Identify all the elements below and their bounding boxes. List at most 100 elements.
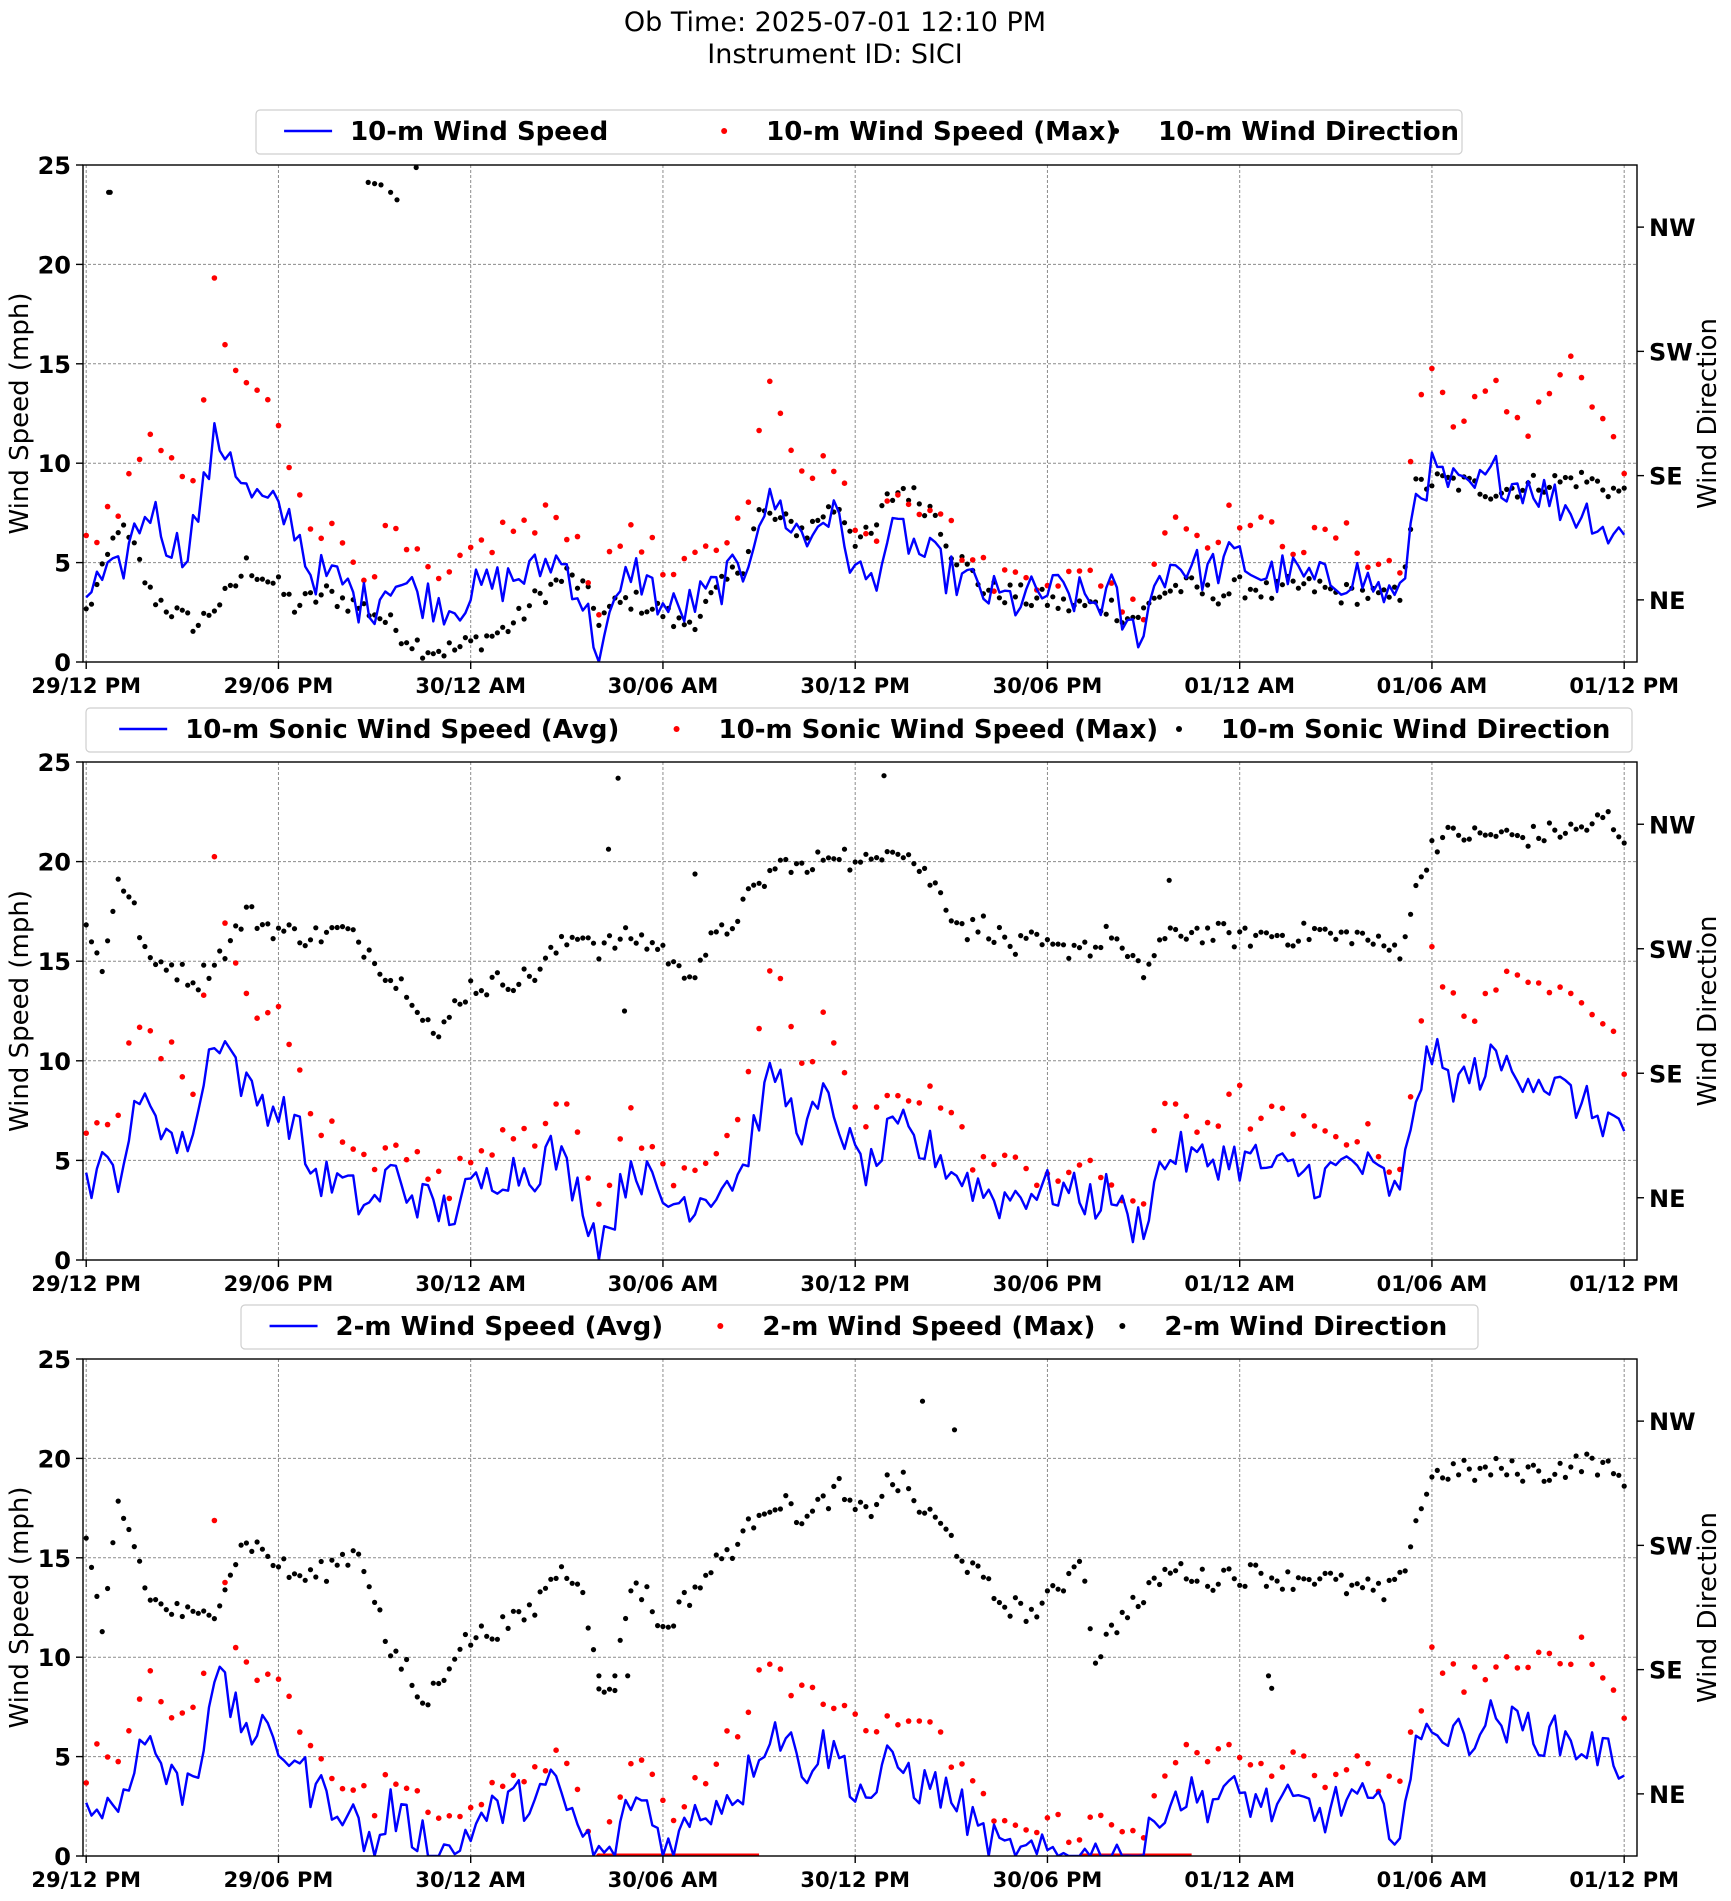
wind-speed-max-point xyxy=(959,1761,965,1767)
wind-direction-point xyxy=(1018,1600,1024,1606)
wind-direction-point xyxy=(302,591,308,597)
wind-direction-point xyxy=(1247,943,1253,949)
wind-direction-point xyxy=(948,918,954,924)
y-tick-label: 10 xyxy=(38,450,71,478)
x-tick-label: 30/06 PM xyxy=(993,1868,1103,1892)
wind-direction-point xyxy=(617,599,623,606)
wind-direction-point xyxy=(612,1687,618,1694)
wind-direction-point xyxy=(115,530,121,536)
wind-direction-point xyxy=(516,981,522,988)
wind-direction-point xyxy=(542,955,549,961)
wind-speed-max-point xyxy=(937,511,944,517)
wind-direction-point xyxy=(1349,1582,1355,1588)
wind-direction-point xyxy=(489,633,495,639)
wind-direction-point xyxy=(1536,487,1542,493)
wind-direction-point xyxy=(964,1569,970,1575)
wind-direction-point xyxy=(233,923,239,929)
wind-speed-max-point xyxy=(1375,561,1382,568)
wind-direction-point xyxy=(1322,926,1328,932)
wind-direction-point xyxy=(1050,594,1056,600)
wind-direction-point xyxy=(1189,1578,1195,1584)
y-tick-label: 25 xyxy=(38,749,71,777)
wind-speed-max-point xyxy=(756,1667,762,1673)
wind-direction-point xyxy=(676,963,682,969)
wind-speed-max-point xyxy=(1503,1654,1510,1660)
wind-direction-point xyxy=(1194,1578,1200,1584)
wind-direction-point xyxy=(329,925,335,931)
wind-speed-max-point xyxy=(767,1661,773,1667)
wind-direction-point xyxy=(372,181,378,187)
wind-direction-point xyxy=(1141,1600,1147,1606)
x-tick-label: 30/06 AM xyxy=(608,674,719,698)
wind-speed-max-point xyxy=(136,1696,143,1702)
wind-direction-point xyxy=(163,1607,169,1613)
wind-direction-point xyxy=(1413,476,1419,482)
wind-speed-max-point xyxy=(467,544,474,551)
wind-direction-point xyxy=(366,1584,372,1590)
wind-direction-point xyxy=(895,1488,901,1494)
wind-direction-point xyxy=(201,610,207,616)
wind-direction-point xyxy=(233,1562,239,1568)
x-tick-label: 30/12 PM xyxy=(800,1272,910,1296)
wind-direction-point xyxy=(107,189,113,195)
wind-direction-point xyxy=(1141,605,1147,611)
wind-direction-point xyxy=(1173,926,1179,933)
wind-direction-point xyxy=(452,998,458,1004)
wind-speed-max-point xyxy=(126,1728,132,1734)
wind-direction-point xyxy=(564,1575,570,1581)
wind-direction-point xyxy=(996,1599,1003,1606)
wind-direction-point xyxy=(1028,1606,1034,1612)
wind-direction-point xyxy=(1578,469,1585,475)
wind-direction-point xyxy=(1370,941,1376,947)
wind-direction-point xyxy=(436,1034,442,1040)
wind-direction-point xyxy=(1258,929,1264,935)
wind-direction-point xyxy=(772,866,778,872)
wind-direction-point xyxy=(751,526,757,532)
wind-direction-point xyxy=(628,1588,634,1594)
wind-direction-point xyxy=(1157,594,1163,600)
wind-speed-max-point xyxy=(329,1118,335,1124)
wind-direction-point xyxy=(1114,1630,1120,1636)
legend-swatch-dir xyxy=(1119,1323,1126,1329)
wind-direction-point xyxy=(1215,601,1221,607)
wind-direction-point xyxy=(446,1014,452,1020)
wind-direction-point xyxy=(1589,821,1595,827)
wind-direction-point xyxy=(99,968,105,975)
wind-direction-point xyxy=(1359,930,1366,936)
wind-direction-point xyxy=(1610,827,1617,833)
wind-speed-max-point xyxy=(457,1155,463,1162)
wind-direction-point xyxy=(1392,1576,1398,1582)
wind-speed-max-point xyxy=(831,1705,837,1712)
x-tick-label: 30/12 AM xyxy=(415,1272,526,1296)
wind-direction-point xyxy=(409,1002,415,1008)
wind-direction-point xyxy=(302,1577,308,1583)
wind-direction-point xyxy=(671,623,677,630)
wind-speed-max-point xyxy=(820,1701,826,1708)
wind-speed-max-point xyxy=(1578,374,1585,381)
wind-direction-point xyxy=(879,857,885,863)
y-tick-label: 15 xyxy=(38,1545,71,1573)
wind-direction-point xyxy=(361,1568,367,1575)
wind-direction-point xyxy=(286,1574,292,1580)
panel-3: 0 5 10 15 20 25 NE SE SW NW 29/12 PM 29/06 PM 30/12 … xyxy=(5,1304,1723,1892)
wind-direction-point xyxy=(195,622,201,629)
wind-speed-max-point xyxy=(585,580,591,586)
wind-speed-max-point xyxy=(617,1136,623,1142)
wind-direction-point xyxy=(1600,487,1606,493)
wind-direction-point xyxy=(1322,584,1328,590)
dir-tick-label: SW xyxy=(1649,936,1693,964)
wind-direction-point xyxy=(938,531,944,537)
wind-direction-point xyxy=(1402,934,1408,940)
wind-speed-max-point xyxy=(168,1039,175,1045)
x-tick-label: 30/06 AM xyxy=(608,1272,719,1296)
wind-speed-max-point xyxy=(660,1797,666,1804)
wind-direction-point xyxy=(703,1572,709,1578)
wind-direction-point xyxy=(1520,834,1526,841)
wind-speed-max-point xyxy=(222,1579,228,1586)
dir-tick-label: NW xyxy=(1649,811,1696,839)
y-tick-label: 15 xyxy=(38,948,71,976)
wind-direction-point xyxy=(863,524,869,530)
wind-direction-point xyxy=(1530,823,1536,830)
wind-speed-max-point xyxy=(478,1801,485,1808)
wind-speed-max-point xyxy=(1151,561,1157,567)
